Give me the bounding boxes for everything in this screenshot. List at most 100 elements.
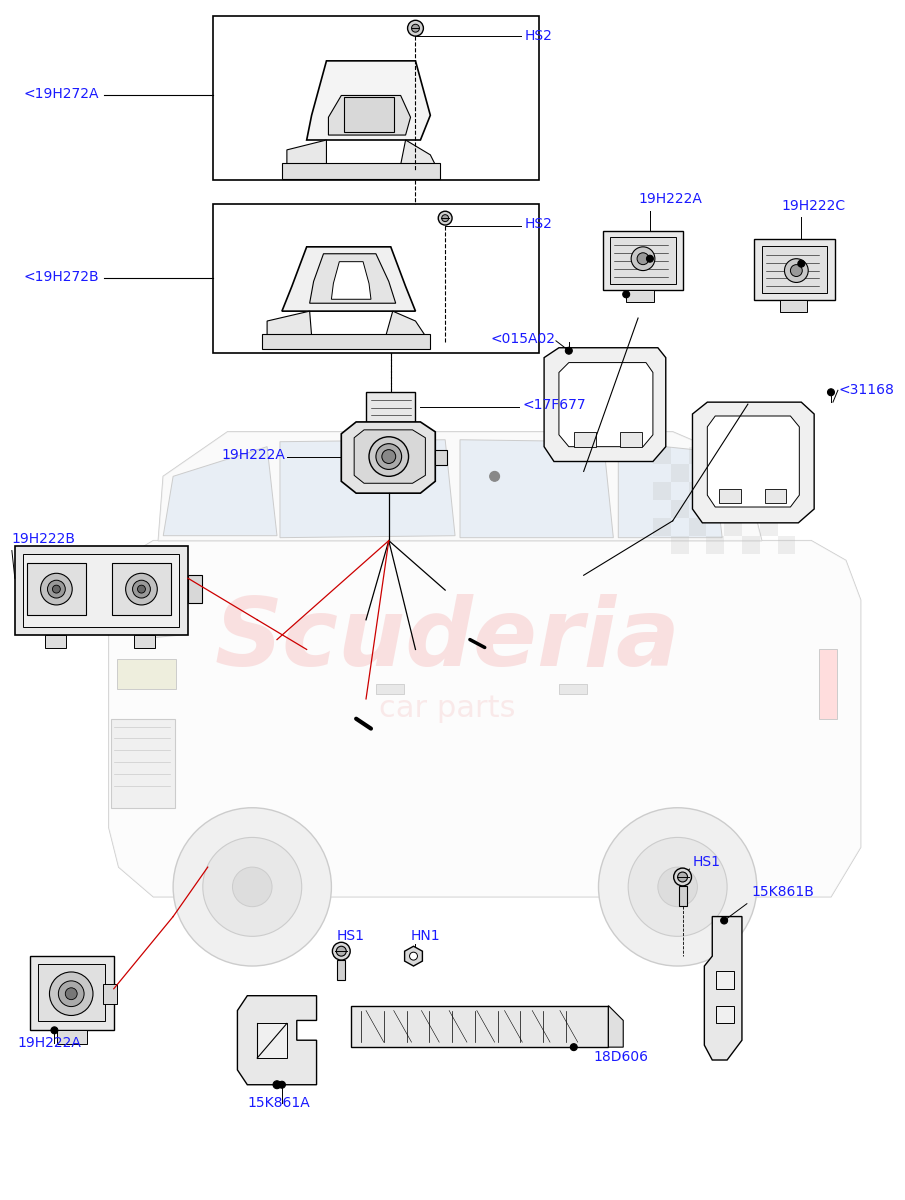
Bar xyxy=(110,719,175,808)
Circle shape xyxy=(678,872,688,882)
Bar xyxy=(716,1006,734,1024)
Bar xyxy=(760,518,777,535)
Bar xyxy=(344,97,394,132)
Bar xyxy=(44,635,66,648)
Circle shape xyxy=(273,1081,281,1088)
Polygon shape xyxy=(608,1006,624,1048)
Text: 15K861A: 15K861A xyxy=(247,1096,310,1110)
Bar xyxy=(117,659,176,689)
Bar xyxy=(716,971,734,989)
Bar xyxy=(671,500,689,518)
Circle shape xyxy=(827,389,834,396)
Text: 18D606: 18D606 xyxy=(594,1050,649,1064)
Polygon shape xyxy=(354,430,425,484)
Bar xyxy=(777,500,795,518)
Bar xyxy=(679,886,687,906)
Bar xyxy=(724,446,742,464)
Circle shape xyxy=(52,586,61,593)
Circle shape xyxy=(126,574,157,605)
Bar xyxy=(671,464,689,482)
Text: 19H222A: 19H222A xyxy=(638,192,702,206)
Text: 19H222C: 19H222C xyxy=(782,199,845,214)
Bar xyxy=(689,518,706,535)
Bar xyxy=(765,490,786,503)
Circle shape xyxy=(50,972,93,1015)
Circle shape xyxy=(407,20,424,36)
Text: <015A02: <015A02 xyxy=(491,332,556,346)
Bar xyxy=(754,239,835,300)
Bar xyxy=(706,464,724,482)
Circle shape xyxy=(412,24,419,32)
Polygon shape xyxy=(163,446,277,535)
Circle shape xyxy=(720,917,728,924)
Circle shape xyxy=(623,290,630,298)
Circle shape xyxy=(279,1081,285,1088)
Circle shape xyxy=(173,808,331,966)
Bar xyxy=(689,446,706,464)
Polygon shape xyxy=(237,996,317,1085)
Bar xyxy=(760,482,777,500)
Circle shape xyxy=(646,256,653,262)
Bar xyxy=(604,232,682,290)
Polygon shape xyxy=(341,422,435,493)
Circle shape xyxy=(203,838,301,936)
Bar xyxy=(262,334,430,349)
Circle shape xyxy=(598,808,757,966)
Polygon shape xyxy=(282,247,415,311)
Circle shape xyxy=(566,347,572,354)
Bar xyxy=(777,535,795,553)
Circle shape xyxy=(51,1027,58,1033)
Circle shape xyxy=(410,952,417,960)
Circle shape xyxy=(58,980,84,1007)
Bar xyxy=(653,482,671,500)
Bar xyxy=(14,546,188,635)
Bar xyxy=(351,1006,608,1048)
Text: HN1: HN1 xyxy=(411,929,440,943)
Bar xyxy=(57,1031,87,1044)
Circle shape xyxy=(382,450,395,463)
Circle shape xyxy=(337,947,347,956)
Polygon shape xyxy=(280,439,455,538)
Text: HS1: HS1 xyxy=(337,929,365,943)
Bar xyxy=(719,490,741,503)
Text: <17F677: <17F677 xyxy=(522,398,586,412)
Text: HS1: HS1 xyxy=(692,856,720,869)
Circle shape xyxy=(376,444,402,469)
Bar xyxy=(376,684,404,694)
Circle shape xyxy=(438,211,452,226)
Circle shape xyxy=(138,586,146,593)
Circle shape xyxy=(132,581,150,598)
Polygon shape xyxy=(267,311,311,336)
Circle shape xyxy=(369,437,408,476)
Bar xyxy=(653,518,671,535)
Polygon shape xyxy=(158,432,762,541)
Text: 19H222B: 19H222B xyxy=(12,532,76,546)
Text: <19H272B: <19H272B xyxy=(24,270,99,283)
Polygon shape xyxy=(544,348,666,462)
Bar xyxy=(213,204,539,353)
Bar xyxy=(30,956,114,1031)
Bar xyxy=(762,246,827,293)
Polygon shape xyxy=(704,917,742,1060)
Circle shape xyxy=(658,868,698,907)
Bar xyxy=(213,17,539,180)
Text: car parts: car parts xyxy=(379,695,515,724)
Polygon shape xyxy=(386,311,425,336)
Circle shape xyxy=(41,574,72,605)
Bar xyxy=(38,964,105,1021)
Polygon shape xyxy=(307,61,430,140)
Polygon shape xyxy=(329,96,411,136)
Bar xyxy=(134,635,156,648)
Bar xyxy=(724,482,742,500)
Text: <31168: <31168 xyxy=(839,383,895,397)
Bar xyxy=(366,392,415,422)
Text: <19H272A: <19H272A xyxy=(24,86,99,101)
Circle shape xyxy=(332,942,350,960)
Circle shape xyxy=(637,253,649,265)
Bar xyxy=(742,535,760,553)
Circle shape xyxy=(628,838,727,936)
Bar xyxy=(819,649,837,719)
Text: 19H222A: 19H222A xyxy=(221,448,285,462)
Circle shape xyxy=(65,988,77,1000)
Polygon shape xyxy=(692,402,814,523)
